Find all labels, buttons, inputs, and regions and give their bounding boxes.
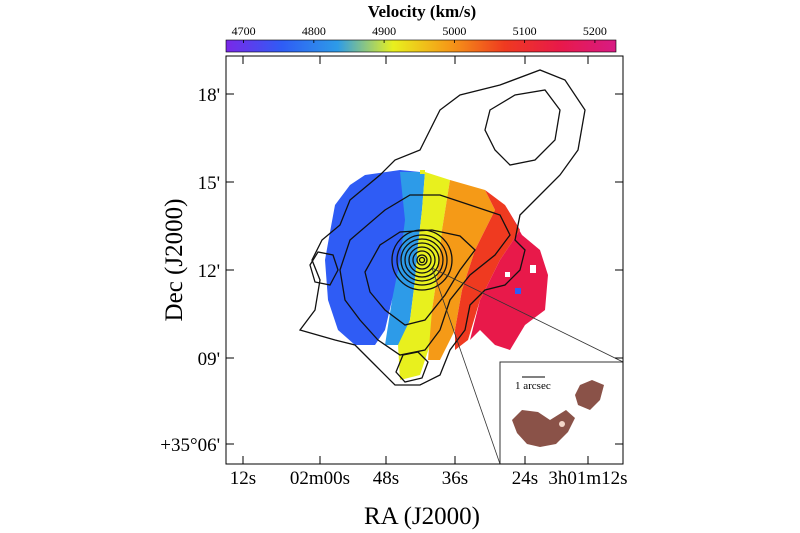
x-tick-label: 36s xyxy=(442,468,468,489)
y-tick-label: 09' xyxy=(198,349,220,370)
colorbar-tick-label: 4900 xyxy=(372,24,396,38)
contour-nucleus-8 xyxy=(418,256,426,264)
contour-cloud xyxy=(484,89,561,166)
x-tick-label: 3h01m12s xyxy=(548,468,627,489)
colorbar-tick-label: 5000 xyxy=(442,24,466,38)
colorbar-tick-label: 4800 xyxy=(302,24,326,38)
inset-panel: 1 arcsec xyxy=(499,361,624,465)
y-ticks: +35°06' 09' 12' 15' 18' xyxy=(160,85,623,456)
x-tick-label: 02m00s xyxy=(290,468,350,489)
colorbar-tick-label: 5100 xyxy=(513,24,537,38)
contour-nucleus-4 xyxy=(404,242,440,278)
contour-level-2 xyxy=(339,194,511,356)
x-tick-label: 48s xyxy=(373,468,399,489)
contour-nucleus-7 xyxy=(416,254,428,266)
contour-outer xyxy=(298,69,586,386)
speckle xyxy=(515,288,521,294)
x-tick-label: 24s xyxy=(512,468,538,489)
x-ticks: 12s 02m00s 48s 36s 24s 3h01m12s xyxy=(230,56,628,489)
contour-nucleus-6 xyxy=(412,250,432,270)
y-tick-label: 15' xyxy=(198,173,220,194)
contours xyxy=(298,69,586,386)
x-axis: RA (J2000) 12s 02m00s 48s 36s 24s 3h01m12s xyxy=(230,56,628,530)
y-axis: Dec (J2000) +35°06' 09' 12' 15' 18' xyxy=(160,85,623,456)
colorbar-tick-label: 4700 xyxy=(232,24,256,38)
contour-nucleus-2 xyxy=(396,234,448,286)
velocity-region-yellow xyxy=(398,172,450,380)
velocity-region-red xyxy=(455,190,520,350)
speckle xyxy=(530,265,536,273)
contour-west xyxy=(309,251,339,286)
x-tick-label: 12s xyxy=(230,468,256,489)
colorbar-tick-label: 5200 xyxy=(583,24,607,38)
colorbar-ticks: 4700 4800 4900 5000 5100 5200 xyxy=(232,24,607,43)
colorbar: Velocity (km/s) 4700 4800 4900 5000 5100 5200 xyxy=(225,2,617,53)
velocity-region-crimson xyxy=(470,205,548,350)
colorbar-label: Velocity (km/s) xyxy=(368,2,476,21)
speckle xyxy=(420,170,425,174)
zoom-line xyxy=(431,267,623,363)
y-tick-label: 12' xyxy=(198,261,220,282)
zoom-line xyxy=(431,267,501,464)
contour-south xyxy=(395,351,429,383)
velocity-field xyxy=(298,69,623,464)
y-tick-label: +35°06' xyxy=(160,435,220,456)
y-tick-label: 18' xyxy=(198,85,220,106)
inset-galaxy-main xyxy=(512,410,575,447)
contour-nucleus-1 xyxy=(391,229,453,291)
speckle xyxy=(505,272,510,277)
contour-level-3 xyxy=(364,229,476,326)
inset-scale-label: 1 arcsec xyxy=(515,380,551,392)
colorbar-gradient xyxy=(225,39,617,53)
inset-galaxy-companion xyxy=(575,380,604,410)
x-axis-label: RA (J2000) xyxy=(364,503,480,530)
plot-frame xyxy=(225,55,624,465)
inset-nucleus xyxy=(559,421,565,427)
contour-nucleus-3 xyxy=(400,238,444,282)
plot-area: 1 arcsec xyxy=(225,55,624,465)
y-axis-label: Dec (J2000) xyxy=(161,199,188,322)
contour-nucleus-5 xyxy=(408,246,436,274)
